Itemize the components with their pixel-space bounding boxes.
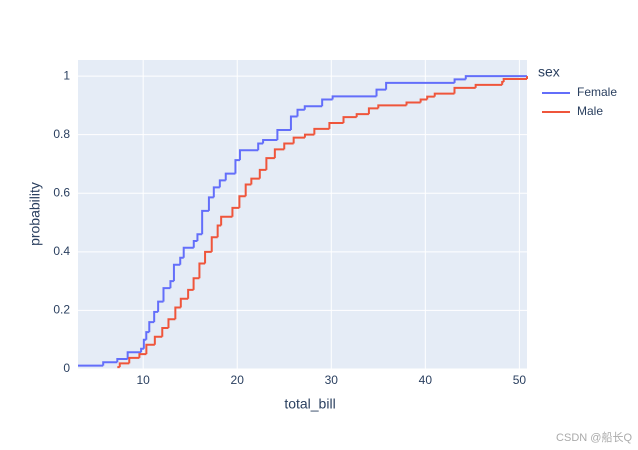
ecdf-step <box>140 347 144 353</box>
ecdf-step <box>464 75 527 80</box>
x-tick-label: 10 <box>136 373 150 387</box>
ecdf-step <box>218 179 226 188</box>
legend-title: sex <box>538 64 560 80</box>
ecdf-step <box>238 149 259 161</box>
y-tick-label: 0.6 <box>53 185 70 199</box>
ecdf-step <box>167 318 176 328</box>
ecdf-step <box>174 306 181 320</box>
ecdf-step <box>162 287 171 302</box>
ecdf-step <box>102 361 118 366</box>
ecdf-step <box>138 353 147 358</box>
ecdf-step <box>250 177 260 185</box>
ecdf-step <box>265 157 275 170</box>
y-tick-label: 1 <box>63 68 70 82</box>
ecdf-step <box>142 338 147 349</box>
ecdf-step <box>204 250 212 264</box>
ecdf-step <box>273 148 285 159</box>
x-tick-label: 40 <box>419 373 433 387</box>
ecdf-step <box>224 172 236 181</box>
ecdf-step <box>502 78 527 82</box>
watermark: CSDN @船长Q <box>556 430 632 444</box>
y-tick-label: 0.8 <box>53 127 70 141</box>
legend-label: Female <box>577 85 617 99</box>
ecdf-step <box>153 335 163 345</box>
ecdf-step <box>128 356 140 364</box>
ecdf-step <box>157 300 164 312</box>
ecdf-step <box>187 288 194 299</box>
ecdf-step <box>385 81 455 90</box>
ecdf-step <box>126 351 142 360</box>
ecdf-step <box>116 358 128 363</box>
ecdf-step <box>313 127 330 135</box>
ecdf-step <box>220 215 233 226</box>
ecdf-step <box>172 263 181 282</box>
ecdf-step <box>303 105 323 110</box>
ecdf-step <box>303 133 315 138</box>
ecdf-step <box>148 321 155 333</box>
ecdf-step <box>182 246 194 258</box>
x-tick-label: 30 <box>325 373 339 387</box>
ecdf-step <box>192 240 198 248</box>
ecdf-step <box>377 104 407 109</box>
ecdf-step <box>145 343 155 355</box>
ecdf-step <box>453 86 476 94</box>
ecdf-step <box>321 98 333 107</box>
ecdf-step <box>433 92 455 97</box>
ecdf-step <box>258 168 267 179</box>
ecdf-step <box>474 83 503 88</box>
ecdf-step <box>207 196 214 211</box>
ecdf-step <box>426 95 435 100</box>
ecdf-step <box>453 78 466 83</box>
x-tick-label: 20 <box>231 373 245 387</box>
ecdf-step <box>292 136 305 144</box>
y-axis-title: probability <box>27 182 43 246</box>
ecdf-step <box>289 115 298 131</box>
ecdf-step <box>238 195 246 208</box>
ecdf-step <box>231 206 240 217</box>
ecdf-step <box>355 113 369 118</box>
ecdf-step <box>201 209 209 235</box>
ecdf-step <box>262 138 278 144</box>
x-tick-label: 50 <box>513 373 527 387</box>
ecdf-step <box>169 280 174 289</box>
ecdf-step <box>145 331 150 340</box>
ecdf-step <box>276 129 291 140</box>
plot-area <box>78 60 527 369</box>
ecdf-step <box>198 262 206 279</box>
ecdf-step <box>118 362 130 368</box>
ecdf-step <box>212 186 220 198</box>
ecdf-step <box>257 142 264 151</box>
x-axis-title: total_bill <box>284 396 335 412</box>
ecdf-step <box>210 236 218 252</box>
ecdf-step <box>179 297 189 308</box>
legend-label: Male <box>577 104 603 118</box>
y-tick-label: 0 <box>63 361 70 375</box>
ecdf-step <box>331 95 377 100</box>
ecdf-step <box>367 107 379 115</box>
ecdf-step <box>342 116 357 123</box>
ecdf-step <box>328 121 344 129</box>
ecdf-step <box>283 142 294 150</box>
ecdf-step <box>419 98 428 103</box>
y-tick-label: 0.4 <box>53 244 70 258</box>
ecdf-step <box>153 310 159 323</box>
ecdf-step <box>234 159 240 174</box>
ecdf-step <box>161 326 169 337</box>
ecdf-step <box>179 256 184 265</box>
ecdf-step <box>196 233 203 242</box>
ecdf-step <box>405 101 421 106</box>
ecdf-step <box>296 108 305 117</box>
y-tick-label: 0.2 <box>53 303 70 317</box>
ecdf-step <box>244 183 252 197</box>
ecdf-step <box>375 88 387 97</box>
ecdf-step <box>192 277 200 290</box>
ecdf-step <box>216 224 222 238</box>
